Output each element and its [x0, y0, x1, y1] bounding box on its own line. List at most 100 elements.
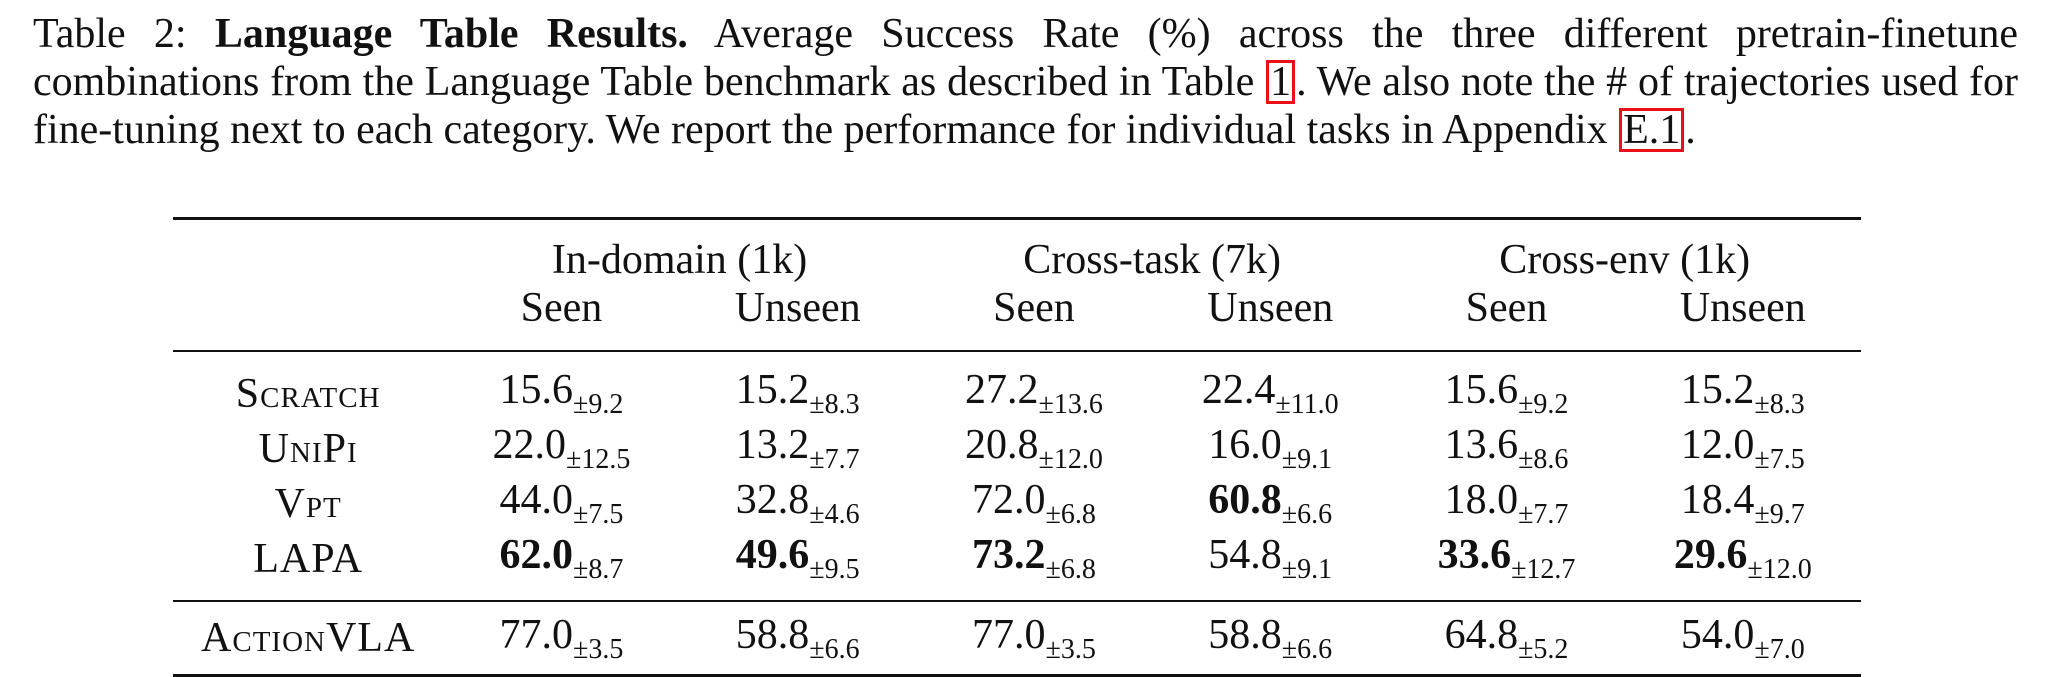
result-cell: 72.0±6.8 — [916, 476, 1152, 531]
success-rate-value: 60.8 — [1208, 477, 1282, 523]
std-deviation: ±3.5 — [573, 633, 624, 665]
results-table: In-domain (1k) Cross-task (7k) Cross-env… — [173, 217, 1861, 677]
std-deviation: ±9.7 — [1754, 499, 1805, 530]
success-rate-value: 58.8 — [1208, 611, 1282, 658]
success-rate-value: 64.8 — [1444, 611, 1519, 658]
std-deviation: ±6.6 — [1281, 633, 1333, 665]
sub-header: Unseen — [734, 285, 861, 331]
result-cell: 13.6±8.6 — [1388, 421, 1624, 476]
method-name: UniPi — [258, 425, 358, 472]
std-deviation: ±11.0 — [1275, 389, 1339, 420]
empty-header-cell — [173, 220, 443, 284]
result-cell: 44.0±7.5 — [443, 476, 679, 531]
result-cell: 13.2±7.7 — [680, 421, 916, 476]
empty-header-cell — [173, 284, 443, 351]
table-row: LAPA 62.0±8.7 49.6±9.5 73.2±6.8 54.8±9.1 33.6… — [173, 531, 1861, 601]
result-cell: 15.6±9.2 — [1388, 352, 1624, 421]
result-cell: 16.0±9.1 — [1152, 421, 1388, 476]
std-deviation: ±4.6 — [809, 499, 860, 530]
std-deviation: ±8.7 — [573, 554, 624, 585]
result-cell: 77.0±3.5 — [916, 602, 1152, 676]
result-cell: 29.6±12.0 — [1625, 531, 1861, 601]
result-cell: 73.2±6.8 — [916, 531, 1152, 601]
std-deviation: ±6.6 — [1281, 499, 1333, 530]
caption-text: Average Success Rate (%) across the thre… — [33, 11, 2019, 105]
table-row: Scratch 15.6±9.2 15.2±8.3 27.2±13.6 22.4±11.… — [173, 352, 1861, 421]
result-cell: 54.8±9.1 — [1152, 531, 1388, 601]
result-cell: 77.0±3.5 — [443, 602, 679, 676]
sub-header-row: Seen Unseen Seen Unseen Seen Unseen — [173, 284, 1861, 351]
success-rate-value: 20.8 — [965, 422, 1039, 468]
success-rate-value: 54.8 — [1208, 532, 1282, 578]
success-rate-value: 73.2 — [972, 532, 1046, 578]
std-deviation: ±8.6 — [1518, 444, 1569, 475]
method-name: ActionVLA — [201, 615, 416, 661]
std-deviation: ±6.8 — [1045, 499, 1096, 530]
success-rate-value: 13.6 — [1444, 422, 1519, 468]
std-deviation: ±12.7 — [1511, 554, 1576, 585]
sub-header: Seen — [993, 285, 1075, 331]
method-name: LAPA — [253, 535, 364, 582]
reference-row: ActionVLA 77.0±3.5 58.8±6.6 77.0±3.5 58.8±6.… — [173, 602, 1861, 676]
success-rate-value: 22.4 — [1201, 367, 1276, 413]
table-row: Vpt 44.0±7.5 32.8±4.6 72.0±6.8 60.8±6.6 18.0±… — [173, 476, 1861, 531]
group-header: Cross-task (7k) — [1023, 237, 1282, 283]
result-cell: 15.6±9.2 — [443, 352, 679, 421]
std-deviation: ±8.3 — [1754, 389, 1805, 420]
result-cell: 58.8±6.6 — [1152, 602, 1388, 676]
caption-text: . — [1685, 107, 1696, 153]
sub-header: Seen — [520, 285, 603, 331]
table-row: UniPi 22.0±12.5 13.2±7.7 20.8±12.0 16.0±9.1 1… — [173, 421, 1861, 476]
std-deviation: ±7.5 — [1754, 444, 1805, 475]
success-rate-value: 15.2 — [1680, 367, 1755, 413]
success-rate-value: 22.0 — [492, 422, 567, 468]
success-rate-value: 77.0 — [972, 611, 1046, 658]
group-header-row: In-domain (1k) Cross-task (7k) Cross-env… — [173, 220, 1861, 284]
caption-text: . We also note the # of trajectories use… — [33, 59, 2018, 153]
result-cell: 22.4±11.0 — [1152, 352, 1388, 421]
success-rate-value: 27.2 — [965, 367, 1039, 413]
success-rate-value: 72.0 — [972, 477, 1046, 523]
table-reference-link[interactable]: 1 — [1266, 60, 1296, 104]
group-header: In-domain (1k) — [551, 237, 808, 283]
result-cell: 62.0±8.7 — [443, 531, 679, 601]
std-deviation: ±13.6 — [1038, 389, 1103, 420]
table-caption: Table 2: Language Table Results. Average… — [33, 10, 2018, 154]
success-rate-value: 15.2 — [735, 367, 810, 413]
group-header: Cross-env (1k) — [1499, 237, 1751, 283]
method-name: Scratch — [235, 370, 381, 417]
result-cell: 33.6±12.7 — [1388, 531, 1624, 601]
result-cell: 49.6±9.5 — [680, 531, 916, 601]
caption-title: Language Table Results. — [214, 11, 688, 57]
result-cell: 27.2±13.6 — [916, 352, 1152, 421]
std-deviation: ±9.2 — [573, 389, 624, 420]
success-rate-value: 77.0 — [499, 611, 574, 658]
sub-header: Unseen — [1679, 285, 1806, 331]
success-rate-value: 15.6 — [1444, 367, 1519, 413]
success-rate-value: 12.0 — [1680, 422, 1755, 468]
success-rate-value: 13.2 — [735, 422, 810, 468]
success-rate-value: 32.8 — [735, 477, 810, 523]
std-deviation: ±7.0 — [1754, 633, 1805, 665]
appendix-reference-link[interactable]: E.1 — [1619, 108, 1685, 152]
result-cell: 15.2±8.3 — [680, 352, 916, 421]
method-name: Vpt — [274, 480, 342, 527]
success-rate-value: 58.8 — [735, 611, 810, 658]
std-deviation: ±6.6 — [809, 633, 860, 665]
result-cell: 58.8±6.6 — [680, 602, 916, 676]
result-cell: 18.0±7.7 — [1388, 476, 1624, 531]
std-deviation: ±12.0 — [1747, 554, 1812, 585]
std-deviation: ±5.2 — [1518, 633, 1569, 665]
success-rate-value: 15.6 — [499, 367, 574, 413]
std-deviation: ±7.7 — [1518, 499, 1569, 530]
std-deviation: ±9.5 — [809, 554, 860, 585]
result-cell: 60.8±6.6 — [1152, 476, 1388, 531]
std-deviation: ±7.5 — [573, 499, 624, 530]
std-deviation: ±12.5 — [566, 444, 631, 475]
result-cell: 18.4±9.7 — [1625, 476, 1861, 531]
caption-label: Table 2: — [33, 11, 187, 57]
result-cell: 15.2±8.3 — [1625, 352, 1861, 421]
success-rate-value: 44.0 — [499, 477, 574, 523]
std-deviation: ±7.7 — [809, 444, 860, 475]
sub-header: Unseen — [1207, 285, 1334, 331]
